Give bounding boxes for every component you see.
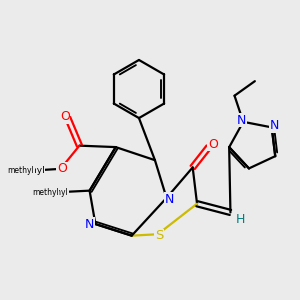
Text: H: H bbox=[236, 213, 245, 226]
Text: methyl: methyl bbox=[32, 188, 59, 196]
Text: O: O bbox=[57, 162, 67, 176]
Text: N: N bbox=[165, 193, 174, 206]
Text: S: S bbox=[155, 229, 164, 242]
Text: methyl: methyl bbox=[13, 166, 44, 175]
Text: methyl: methyl bbox=[8, 166, 34, 175]
Text: N: N bbox=[270, 119, 279, 132]
Text: O: O bbox=[60, 110, 70, 123]
Text: O: O bbox=[208, 138, 218, 151]
Text: methyl: methyl bbox=[41, 188, 68, 196]
Text: N: N bbox=[85, 218, 94, 230]
Text: N: N bbox=[237, 114, 247, 127]
